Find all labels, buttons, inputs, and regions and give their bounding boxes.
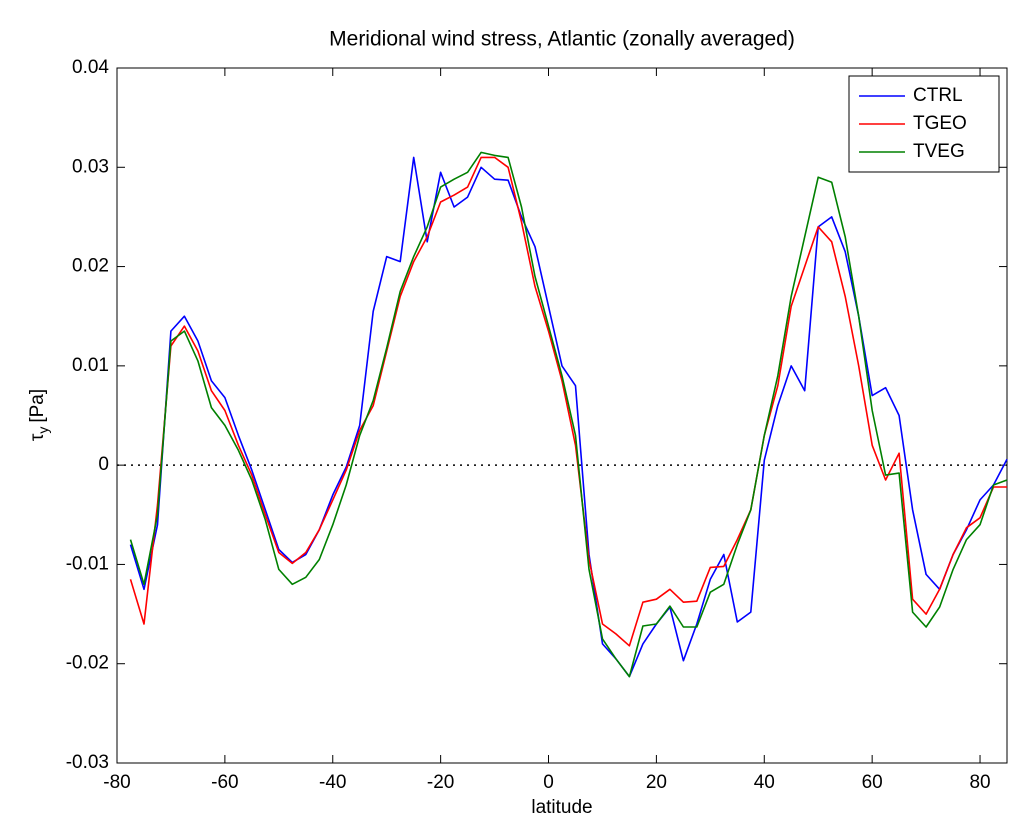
y-tick-label: 0.01 (72, 355, 109, 376)
y-tick-label: 0.04 (72, 57, 109, 78)
y-label-subscript: y (35, 427, 51, 434)
y-tick-label: -0.03 (66, 752, 109, 773)
y-tick-label: -0.01 (66, 553, 109, 574)
y-label-unit: [Pa] (27, 389, 48, 423)
legend-label: TGEO (913, 113, 967, 134)
y-tick-label: 0 (98, 454, 109, 475)
plot-frame (116, 67, 1008, 764)
x-tick-label: -20 (427, 772, 454, 793)
chart-title: Meridional wind stress, Atlantic (zonall… (329, 28, 795, 51)
y-label-symbol: τ (27, 433, 48, 441)
legend-label: TVEG (913, 141, 965, 162)
y-axis-label: τy [Pa] (27, 389, 51, 441)
y-tick-label: -0.02 (66, 653, 109, 674)
x-tick-label: 60 (862, 772, 883, 793)
x-axis-label: latitude (531, 797, 592, 818)
legend-label: CTRL (913, 85, 963, 106)
x-tick-label: 20 (646, 772, 667, 793)
x-tick-label: 40 (754, 772, 775, 793)
data-line (129, 151, 1008, 678)
data-line (129, 156, 1007, 647)
x-tick-label: -60 (211, 772, 238, 793)
y-tick-label: 0.02 (72, 256, 109, 277)
y-tick-label: 0.03 (72, 156, 109, 177)
x-tick-label: -80 (103, 772, 130, 793)
x-tick-label: 0 (543, 772, 554, 793)
x-tick-label: 80 (969, 772, 990, 793)
x-tick-label: -40 (319, 772, 346, 793)
